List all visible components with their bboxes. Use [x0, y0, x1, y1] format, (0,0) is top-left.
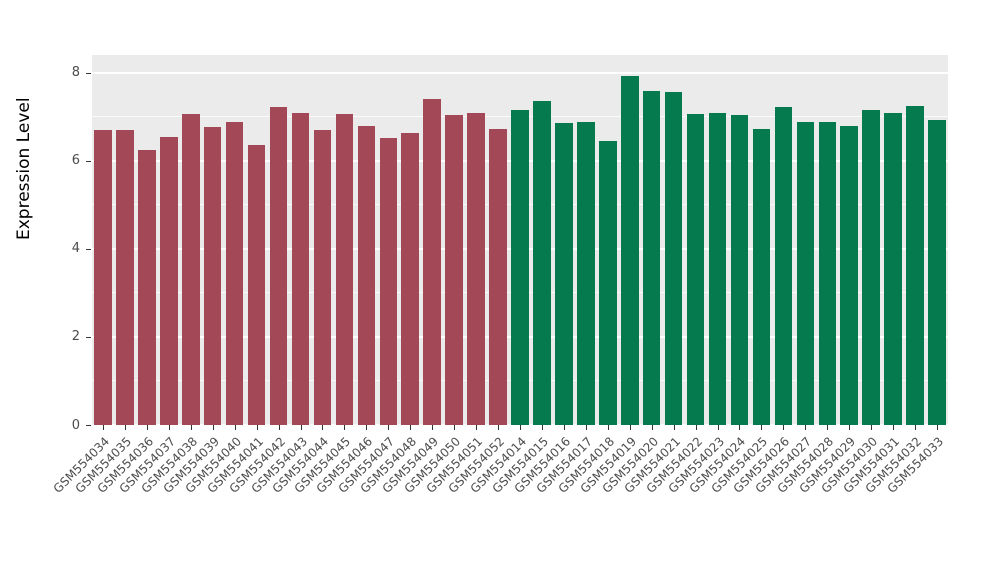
gridline-major [92, 71, 948, 74]
bar-GSM554037 [160, 136, 178, 425]
y-tick-mark [86, 160, 91, 162]
bar-GSM554028 [818, 121, 837, 425]
x-tick-mark [498, 425, 500, 430]
bar-GSM554034 [94, 130, 112, 425]
x-tick-mark [234, 425, 236, 430]
bar-GSM554049 [423, 98, 441, 425]
x-tick-mark [695, 425, 697, 430]
x-tick-mark [344, 425, 346, 430]
x-tick-mark [871, 425, 873, 430]
x-tick-mark [739, 425, 741, 430]
x-tick-mark [300, 425, 302, 430]
bar-GSM554030 [862, 109, 880, 425]
x-tick-mark [651, 425, 653, 430]
x-tick-mark [717, 425, 719, 430]
x-tick-mark [849, 425, 851, 430]
x-tick-mark [761, 425, 763, 430]
bar-GSM554040 [225, 122, 244, 425]
bar-GSM554048 [401, 133, 420, 425]
y-tick-mark [86, 72, 91, 74]
bar-GSM554033 [928, 119, 946, 425]
bar-GSM554036 [138, 150, 156, 425]
bar-GSM554016 [555, 123, 573, 425]
x-tick-mark [673, 425, 675, 430]
x-tick-mark [585, 425, 587, 430]
x-tick-mark [410, 425, 412, 430]
x-tick-mark [541, 425, 543, 430]
bar-GSM554035 [116, 130, 134, 425]
x-tick-mark [432, 425, 434, 430]
bar-GSM554051 [467, 112, 485, 425]
y-tick-label: 0 [71, 417, 80, 433]
bar-GSM554041 [247, 145, 266, 425]
bar-GSM554017 [577, 122, 595, 425]
bar-GSM554047 [379, 138, 398, 425]
y-tick-label: 6 [71, 153, 80, 169]
x-tick-mark [322, 425, 324, 430]
bar-GSM554020 [642, 90, 661, 425]
bar-GSM554023 [708, 112, 727, 425]
bar-GSM554052 [489, 128, 507, 425]
bar-GSM554019 [620, 75, 639, 425]
x-tick-mark [278, 425, 280, 430]
x-tick-mark [124, 425, 126, 430]
bar-GSM554043 [291, 112, 310, 425]
y-tick-label: 2 [71, 329, 80, 345]
x-tick-mark [805, 425, 807, 430]
bar-GSM554021 [664, 92, 683, 425]
bar-GSM554050 [445, 115, 463, 425]
x-tick-mark [366, 425, 368, 430]
x-tick-mark [915, 425, 917, 430]
x-tick-mark [629, 425, 631, 430]
bar-GSM554015 [533, 100, 551, 425]
x-tick-mark [190, 425, 192, 430]
bar-GSM554031 [884, 112, 902, 425]
bar-GSM554042 [269, 107, 288, 425]
x-tick-mark [256, 425, 258, 430]
x-tick-mark [212, 425, 214, 430]
bar-GSM554038 [181, 114, 200, 425]
x-tick-mark [146, 425, 148, 430]
bar-GSM554022 [686, 114, 705, 425]
bar-GSM554024 [730, 115, 749, 425]
x-tick-mark [893, 425, 895, 430]
x-tick-mark [168, 425, 170, 430]
x-tick-mark [454, 425, 456, 430]
y-tick-mark [86, 425, 91, 426]
bar-GSM554044 [313, 130, 332, 425]
x-tick-mark [476, 425, 478, 430]
y-tick-label: 4 [71, 241, 80, 257]
x-tick-mark [937, 425, 939, 430]
x-tick-mark [607, 425, 609, 430]
x-tick-mark [520, 425, 521, 430]
bar-GSM554045 [335, 114, 354, 425]
bar-GSM554039 [203, 127, 222, 425]
bar-GSM554046 [357, 126, 376, 425]
y-tick-mark [86, 248, 91, 250]
x-tick-mark [563, 425, 565, 430]
x-tick-mark [102, 425, 104, 430]
y-tick-mark [86, 336, 91, 338]
plot-panel [92, 55, 948, 426]
bar-GSM554032 [906, 105, 924, 425]
x-tick-mark [783, 425, 785, 430]
bar-GSM554025 [752, 129, 771, 425]
bar-GSM554026 [774, 107, 793, 425]
bar-GSM554018 [599, 141, 617, 425]
x-tick-mark [827, 425, 829, 430]
x-tick-mark [388, 425, 390, 430]
bar-GSM554027 [796, 122, 815, 425]
y-tick-label: 8 [71, 65, 80, 81]
bar-GSM554029 [840, 126, 858, 425]
bar-GSM554014 [511, 109, 529, 425]
